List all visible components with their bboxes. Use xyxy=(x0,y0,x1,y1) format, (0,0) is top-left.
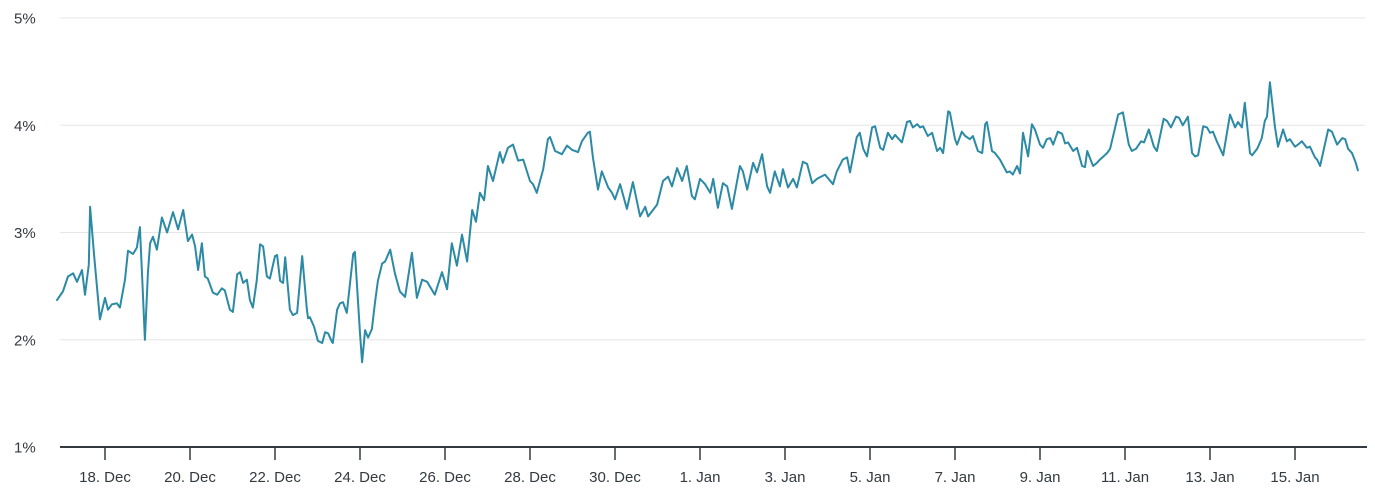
x-axis-label: 22. Dec xyxy=(249,469,301,486)
y-axis-labels: 1% 2% 3% 4% 5% xyxy=(14,11,36,457)
x-axis-label: 7. Jan xyxy=(935,469,976,486)
y-axis-label: 3% xyxy=(14,225,36,242)
series-lines xyxy=(56,81,1359,364)
x-axis-label: 11. Jan xyxy=(1101,469,1149,486)
x-axis-label: 3. Jan xyxy=(765,469,806,486)
gridlines xyxy=(60,17,1365,341)
y-axis-label: 1% xyxy=(14,440,36,457)
y-axis-label: 4% xyxy=(14,118,36,135)
x-axis-label: 18. Dec xyxy=(79,469,131,486)
x-axis-label: 24. Dec xyxy=(334,469,386,486)
x-axis-label: 13. Jan xyxy=(1185,469,1234,486)
x-axis-labels: 18. Dec 20. Dec 22. Dec 24. Dec 26. Dec 28. D… xyxy=(79,469,1319,486)
x-axis-label: 26. Dec xyxy=(419,469,471,486)
y-axis-label: 5% xyxy=(14,11,36,28)
x-axis xyxy=(60,446,1367,460)
x-axis-label: 15. Jan xyxy=(1270,469,1319,486)
x-axis-label: 20. Dec xyxy=(164,469,216,486)
series-line-rate xyxy=(56,81,1359,364)
y-axis-label: 2% xyxy=(14,332,36,349)
x-axis-label: 30. Dec xyxy=(589,469,641,486)
x-axis-label: 9. Jan xyxy=(1020,469,1061,486)
x-axis-label: 5. Jan xyxy=(850,469,891,486)
x-axis-label: 28. Dec xyxy=(504,469,556,486)
x-axis-label: 1. Jan xyxy=(680,469,721,486)
